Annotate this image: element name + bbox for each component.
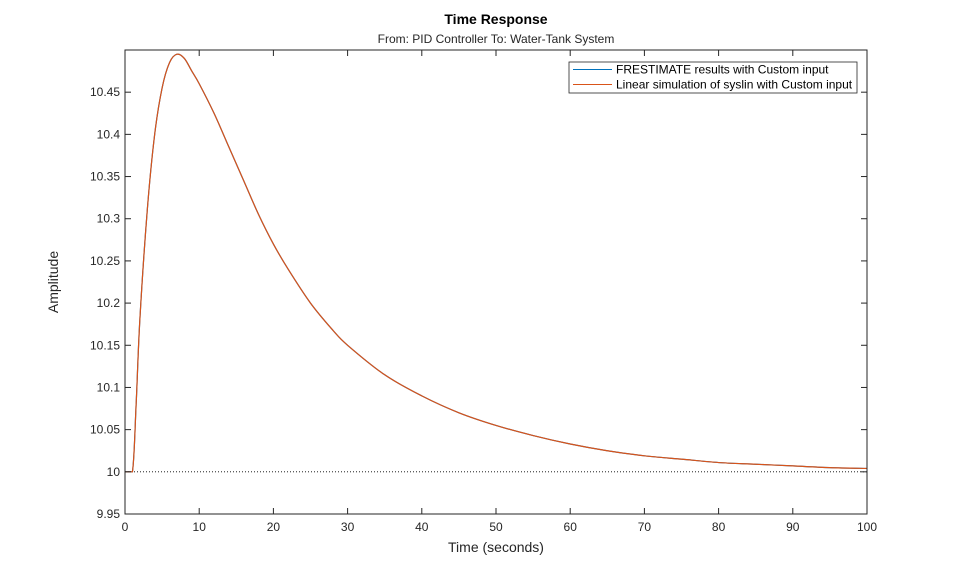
x-tick-label: 90 [786, 520, 800, 534]
y-tick-label: 10.35 [90, 170, 120, 184]
y-tick-label: 10.4 [97, 127, 121, 141]
legend-entry-frestimate: FRESTIMATE results with Custom input [616, 63, 829, 77]
x-tick-label: 20 [267, 520, 281, 534]
x-tick-label: 40 [415, 520, 429, 534]
x-tick-label: 10 [193, 520, 207, 534]
y-tick-label: 10.1 [97, 380, 121, 394]
x-axis-label: Time (seconds) [448, 539, 544, 555]
legend-entry-linear-simulation: Linear simulation of syslin with Custom … [616, 78, 853, 92]
x-tick-label: 30 [341, 520, 355, 534]
y-tick-label: 10.05 [90, 423, 120, 437]
x-tick-label: 0 [122, 520, 129, 534]
chart-title: Time Response [444, 11, 547, 27]
y-axis-label: Amplitude [45, 251, 61, 313]
x-tick-label: 100 [857, 520, 877, 534]
x-tick-label: 50 [489, 520, 503, 534]
y-tick-label: 10 [107, 465, 121, 479]
y-tick-label: 10.25 [90, 254, 120, 268]
chart-subtitle: From: PID Controller To: Water-Tank Syst… [378, 32, 615, 46]
y-tick-label: 9.95 [97, 507, 121, 521]
legend: FRESTIMATE results with Custom input Lin… [569, 62, 857, 93]
x-tick-label: 70 [638, 520, 652, 534]
y-tick-label: 10.3 [97, 212, 121, 226]
plot-area [125, 50, 867, 514]
x-tick-label: 60 [564, 520, 578, 534]
y-tick-label: 10.15 [90, 338, 120, 352]
x-tick-label: 80 [712, 520, 726, 534]
y-tick-label: 10.45 [90, 85, 120, 99]
y-tick-label: 10.2 [97, 296, 121, 310]
